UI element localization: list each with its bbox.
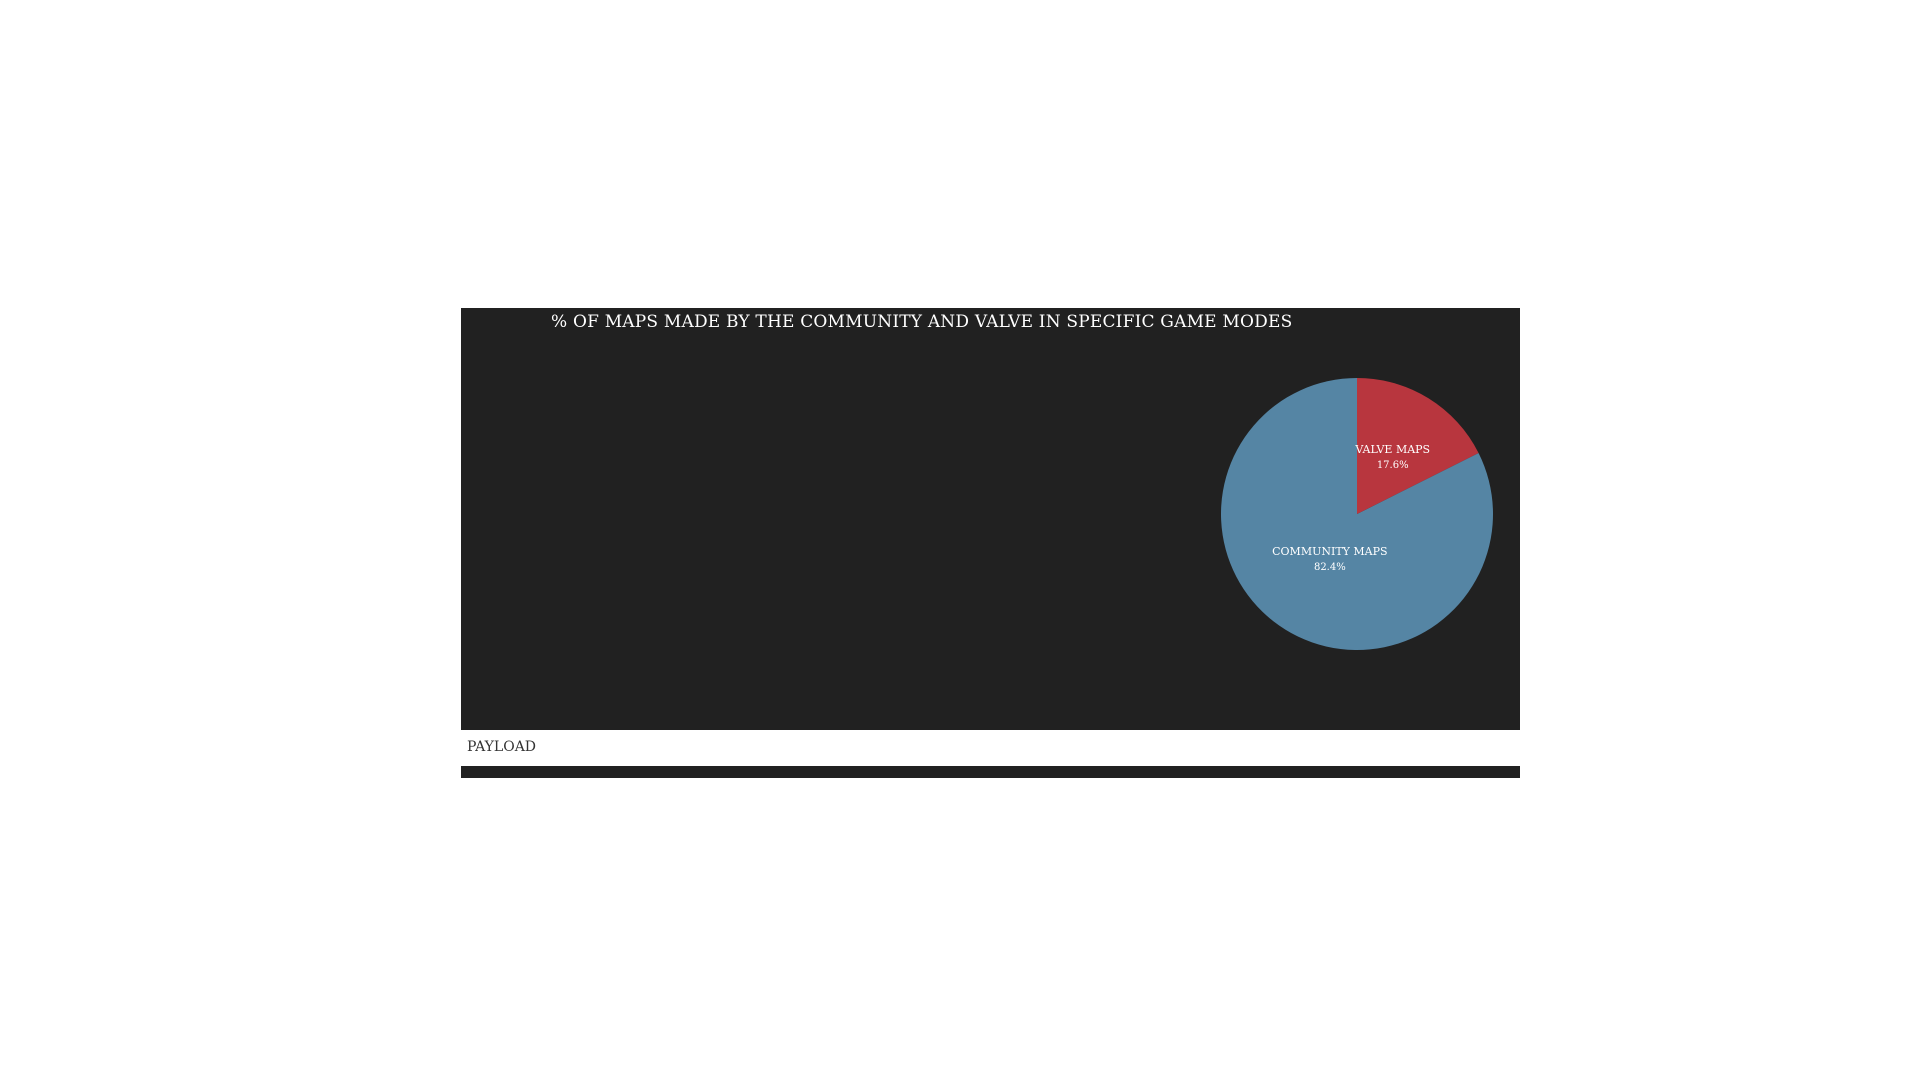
slice-label-value: 17.6% (1377, 460, 1409, 471)
chart-panel: % OF MAPS MADE BY THE COMMUNITY AND VALV… (461, 308, 1520, 730)
game-mode-strip: PAYLOAD (461, 730, 1520, 766)
chart-title: % OF MAPS MADE BY THE COMMUNITY AND VALV… (551, 312, 1293, 332)
slice-label-name: COMMUNITY MAPS (1272, 545, 1387, 558)
pie-chart: COMMUNITY MAPS 82.4% VALVE MAPS 17.6% (1221, 378, 1493, 650)
slice-label-name: VALVE MAPS (1354, 443, 1430, 456)
bottom-bar (461, 766, 1520, 778)
game-mode-label[interactable]: PAYLOAD (467, 739, 537, 755)
slice-label-value: 82.4% (1314, 562, 1346, 573)
pie-slice-valve-maps[interactable] (1357, 378, 1479, 514)
